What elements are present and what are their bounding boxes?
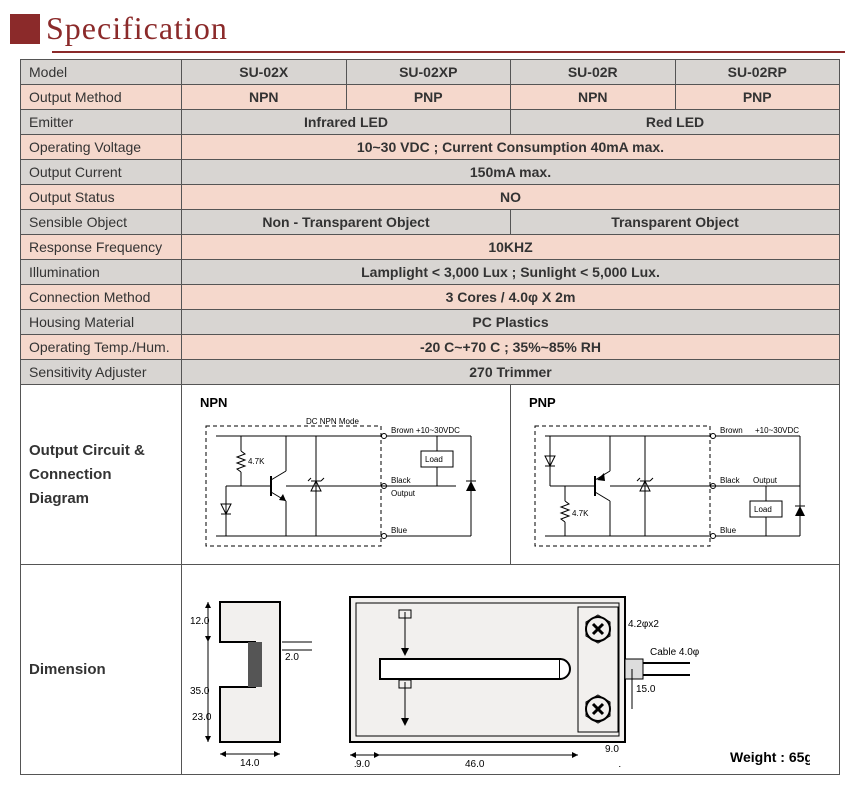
dimension-svg: 12.0 35.0 23.0 14.0 2.0 (190, 572, 810, 767)
pnp-brown: Brown (720, 426, 743, 435)
row-value: NO (182, 185, 840, 210)
row-value: Red LED (511, 110, 840, 135)
row-label: Emitter (21, 110, 182, 135)
svg-text:9.0: 9.0 (605, 744, 619, 755)
table-row: IlluminationLamplight < 3,000 Lux ; Sunl… (21, 260, 840, 285)
pnp-output: Output (753, 476, 778, 485)
row-label: Output Status (21, 185, 182, 210)
svg-text:14.0: 14.0 (240, 758, 260, 767)
npn-diagram-cell: NPN DC NPN Mode Brown +10~30VDC Blue 4.7… (182, 385, 511, 565)
pnp-title: PNP (519, 389, 831, 412)
table-row: ModelSU-02XSU-02XPSU-02RSU-02RP (21, 60, 840, 85)
row-value: 3 Cores / 4.0φ X 2m (182, 285, 840, 310)
row-value: NPN (182, 85, 347, 110)
title-row: Specification (10, 10, 845, 47)
weight-text: Weight : 65g (730, 749, 810, 765)
row-label: Operating Temp./Hum. (21, 335, 182, 360)
row-label: Sensitivity Adjuster (21, 360, 182, 385)
table-row: Operating Voltage10~30 VDC ; Current Con… (21, 135, 840, 160)
row-label: Illumination (21, 260, 182, 285)
npn-brown: Brown +10~30VDC (391, 426, 460, 435)
svg-text:35.0: 35.0 (190, 686, 210, 697)
pnp-r47k: 4.7K (572, 509, 589, 518)
table-row: Housing MaterialPC Plastics (21, 310, 840, 335)
row-value: SU-02X (182, 60, 347, 85)
table-row: Connection Method3 Cores / 4.0φ X 2m (21, 285, 840, 310)
npn-title: NPN (190, 389, 502, 412)
npn-black: Black (391, 476, 412, 485)
row-label: Housing Material (21, 310, 182, 335)
pnp-vdc: +10~30VDC (755, 426, 799, 435)
npn-circuit-svg: DC NPN Mode Brown +10~30VDC Blue 4.7K (196, 416, 496, 556)
row-value: Non - Transparent Object (182, 210, 511, 235)
row-value: Transparent Object (511, 210, 840, 235)
svg-text:9.0: 9.0 (356, 759, 370, 767)
svg-text:4.2φx2: 4.2φx2 (628, 619, 659, 630)
table-row: Sensitivity Adjuster270 Trimmer (21, 360, 840, 385)
row-value: 10~30 VDC ; Current Consumption 40mA max… (182, 135, 840, 160)
row-label: Output Current (21, 160, 182, 185)
row-value: PNP (346, 85, 511, 110)
row-value: SU-02XP (346, 60, 511, 85)
pnp-black: Black (720, 476, 741, 485)
dimension-row: Dimension 12.0 35.0 23.0 14.0 2.0 (21, 565, 840, 775)
table-row: Output StatusNO (21, 185, 840, 210)
dimension-label: Dimension (21, 565, 182, 775)
table-row: Output MethodNPNPNPNPNPNP (21, 85, 840, 110)
table-row: Output Current150mA max. (21, 160, 840, 185)
page-title: Specification (46, 10, 228, 47)
table-row: Response Frequency10KHZ (21, 235, 840, 260)
svg-text:15.0: 15.0 (636, 684, 656, 695)
row-label: Connection Method (21, 285, 182, 310)
svg-text:23.0: 23.0 (192, 712, 212, 723)
npn-output: Output (391, 489, 416, 498)
svg-text:2.0: 2.0 (285, 652, 299, 663)
title-underline (52, 51, 845, 53)
pnp-load: Load (754, 505, 772, 514)
npn-blue: Blue (391, 526, 408, 535)
npn-mode: DC NPN Mode (306, 417, 359, 426)
title-square-icon (10, 14, 40, 44)
row-value: 10KHZ (182, 235, 840, 260)
circuit-label: Output Circuit & Connection Diagram (21, 385, 182, 565)
table-row: Operating Temp./Hum.-20 C~+70 C ; 35%~85… (21, 335, 840, 360)
table-row: Sensible ObjectNon - Transparent ObjectT… (21, 210, 840, 235)
row-value: 150mA max. (182, 160, 840, 185)
npn-load: Load (425, 455, 443, 464)
pnp-blue: Blue (720, 526, 737, 535)
npn-r47k: 4.7K (248, 457, 265, 466)
row-label: Model (21, 60, 182, 85)
pnp-diagram-cell: PNP Brown +10~30VDC Blue (511, 385, 840, 565)
row-value: PC Plastics (182, 310, 840, 335)
row-value: PNP (675, 85, 840, 110)
row-label: Operating Voltage (21, 135, 182, 160)
svg-text:Cable 4.0φ: Cable 4.0φ (650, 647, 700, 658)
pnp-circuit-svg: Brown +10~30VDC Blue 4.7K (525, 416, 825, 556)
svg-text:12.0: 12.0 (190, 616, 210, 627)
circuit-row: Output Circuit & Connection Diagram NPN … (21, 385, 840, 565)
dimension-diagram-cell: 12.0 35.0 23.0 14.0 2.0 (182, 565, 840, 775)
row-value: 270 Trimmer (182, 360, 840, 385)
row-label: Sensible Object (21, 210, 182, 235)
row-value: NPN (511, 85, 676, 110)
spec-table: ModelSU-02XSU-02XPSU-02RSU-02RPOutput Me… (20, 59, 840, 775)
row-label: Response Frequency (21, 235, 182, 260)
row-value: SU-02R (511, 60, 676, 85)
row-value: SU-02RP (675, 60, 840, 85)
row-label: Output Method (21, 85, 182, 110)
table-row: EmitterInfrared LEDRed LED (21, 110, 840, 135)
row-value: -20 C~+70 C ; 35%~85% RH (182, 335, 840, 360)
row-value: Infrared LED (182, 110, 511, 135)
svg-text:46.0: 46.0 (465, 759, 485, 767)
row-value: Lamplight < 3,000 Lux ; Sunlight < 5,000… (182, 260, 840, 285)
